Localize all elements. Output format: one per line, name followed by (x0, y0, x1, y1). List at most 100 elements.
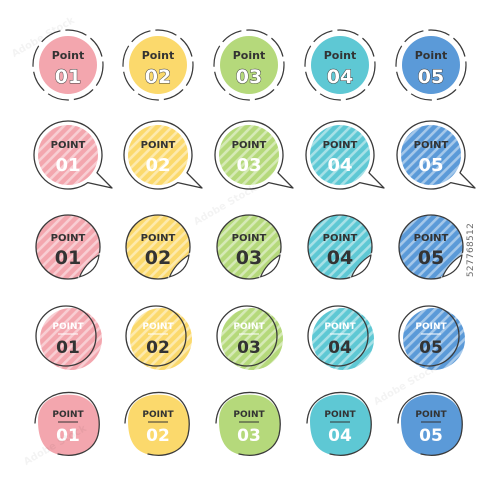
offset-outline (307, 305, 369, 367)
hand-drawn-outline (397, 391, 463, 456)
point-badge-02: POINT 02 (125, 214, 195, 284)
badge-title: POINT (52, 322, 84, 332)
point-badge-02: POINT 02 (123, 120, 203, 190)
badge-number: 01 (56, 338, 80, 358)
badge-number: 01 (55, 155, 80, 176)
point-badge-03: POINT 03 (216, 305, 283, 370)
point-badge-04: POINT 04 (305, 120, 385, 190)
badge-title: POINT (233, 322, 265, 332)
point-badge-04: POINT 04 (306, 391, 372, 456)
badge-number: 01 (56, 426, 80, 446)
badge-title: Point (233, 49, 265, 62)
peel-corner (259, 254, 281, 278)
point-badge-04: POINT 04 (307, 305, 374, 370)
peel-corner (441, 254, 463, 278)
offset-outline (216, 305, 278, 367)
badge-number: 01 (55, 66, 81, 88)
point-badge-05: Point 05 (395, 29, 467, 101)
peel-corner (78, 254, 100, 278)
point-badge-03: POINT 03 (216, 214, 286, 284)
badge-title: POINT (233, 410, 265, 420)
point-badge-01: POINT 01 (35, 305, 102, 370)
point-badge-02: POINT 02 (125, 305, 192, 370)
badge-title: POINT (52, 410, 84, 420)
point-badge-03: POINT 03 (214, 120, 294, 190)
badge-number: 02 (146, 426, 170, 446)
point-badge-02: Point 02 (122, 29, 194, 101)
point-badge-05: POINT 05 (398, 305, 465, 370)
badge-number: 04 (328, 426, 352, 446)
badge-title: Point (415, 49, 447, 62)
dashed-ring (32, 29, 104, 101)
badge-title: Point (142, 49, 174, 62)
point-badge-01: Point 01 (32, 29, 104, 101)
point-badge-05: POINT 05 (396, 120, 476, 190)
badge-number: 02 (145, 247, 171, 269)
badge-number: 05 (418, 66, 444, 88)
point-badge-05: POINT 05 (397, 391, 463, 456)
bubble-outline (396, 120, 476, 190)
point-badge-04: POINT 04 (307, 214, 377, 284)
badge-title: Point (324, 49, 356, 62)
badge-number: 05 (419, 426, 443, 446)
badge-number: 01 (55, 247, 81, 269)
dashed-ring (213, 29, 285, 101)
badge-title: POINT (232, 140, 267, 151)
bubble-outline (305, 120, 385, 190)
badge-number: 03 (237, 426, 261, 446)
point-badge-01: POINT 01 (34, 391, 100, 456)
badge-number: 03 (236, 66, 262, 88)
point-badge-05: POINT 05 (398, 214, 468, 284)
offset-outline (35, 305, 97, 367)
point-badge-04: Point 04 (304, 29, 376, 101)
badge-title: POINT (51, 140, 86, 151)
bubble-outline (33, 120, 113, 190)
offset-outline (398, 305, 460, 367)
badge-number: 04 (327, 66, 353, 88)
badge-title: POINT (414, 140, 449, 151)
hand-drawn-outline (306, 391, 372, 456)
badge-title: POINT (142, 322, 174, 332)
point-badge-01: POINT 01 (33, 120, 113, 190)
badge-number: 05 (419, 338, 443, 358)
badge-title: POINT (415, 322, 447, 332)
point-badge-03: Point 03 (213, 29, 285, 101)
point-badge-03: POINT 03 (215, 391, 281, 456)
badge-number: 05 (418, 155, 443, 176)
badge-number: 04 (327, 155, 352, 176)
stock-id-label: 527768512 (465, 222, 476, 278)
badge-title: POINT (323, 233, 358, 244)
badge-title: POINT (415, 410, 447, 420)
badge-title: POINT (324, 322, 356, 332)
badge-title: POINT (141, 140, 176, 151)
badge-number: 03 (236, 247, 262, 269)
badge-number: 04 (328, 338, 352, 358)
peel-corner (350, 254, 372, 278)
badge-title: POINT (142, 410, 174, 420)
badge-title: POINT (323, 140, 358, 151)
peel-corner (168, 254, 190, 278)
dashed-ring (122, 29, 194, 101)
bubble-outline (214, 120, 294, 190)
bubble-outline (123, 120, 203, 190)
badge-number: 02 (145, 66, 171, 88)
badge-number: 02 (145, 155, 170, 176)
badge-title: Point (52, 49, 84, 62)
offset-outline (125, 305, 187, 367)
badge-number: 04 (327, 247, 353, 269)
point-badge-02: POINT 02 (124, 391, 190, 456)
badge-title: POINT (324, 410, 356, 420)
badge-title: POINT (141, 233, 176, 244)
badge-title: POINT (51, 233, 86, 244)
hand-drawn-outline (34, 391, 100, 456)
hand-drawn-outline (215, 391, 281, 456)
badge-number: 05 (418, 247, 444, 269)
hand-drawn-outline (124, 391, 190, 456)
badge-title: POINT (414, 233, 449, 244)
point-badge-01: POINT 01 (35, 214, 105, 284)
badge-number: 03 (237, 338, 261, 358)
dashed-ring (304, 29, 376, 101)
dashed-ring (395, 29, 467, 101)
